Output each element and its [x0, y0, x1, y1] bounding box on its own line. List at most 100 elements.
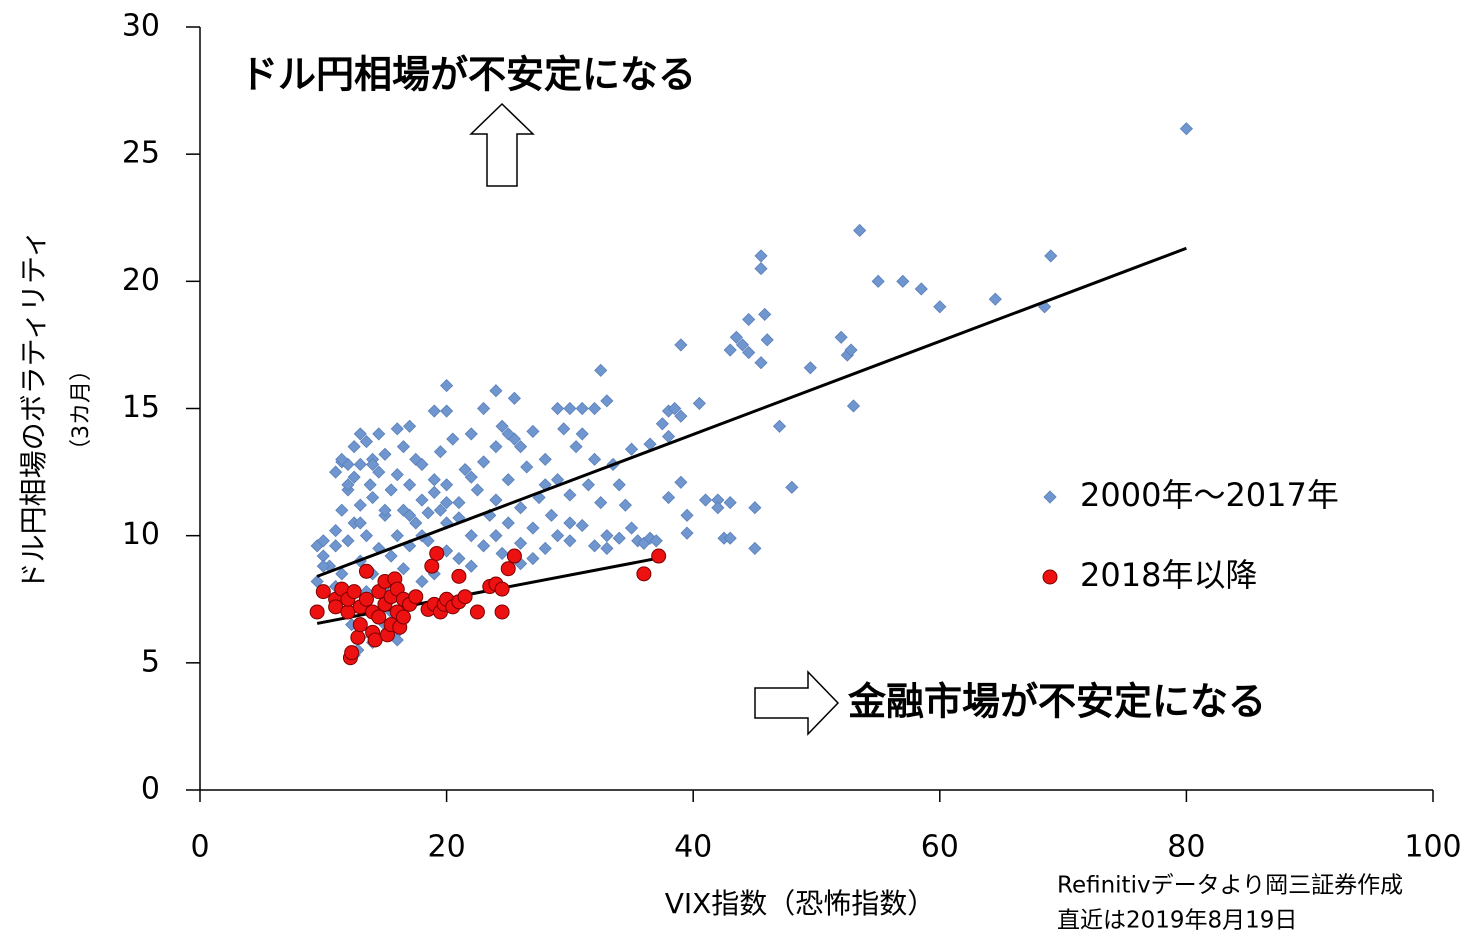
point [692, 396, 706, 410]
point [396, 440, 411, 454]
point [526, 424, 540, 438]
point [538, 452, 552, 466]
source-note: Refinitivデータより岡三証券作成 [1057, 873, 1403, 899]
point [350, 629, 366, 645]
point [494, 604, 510, 620]
point [415, 457, 429, 472]
legend-marker [1043, 490, 1057, 504]
point [587, 452, 602, 466]
point [451, 568, 467, 584]
point [563, 534, 577, 548]
point [464, 559, 478, 573]
point [834, 330, 848, 344]
point [501, 473, 515, 487]
x-tick-label: 40 [674, 830, 712, 865]
point [758, 307, 772, 321]
point [506, 548, 522, 564]
point [514, 536, 528, 550]
point [427, 473, 441, 487]
point [316, 559, 330, 573]
point [674, 475, 688, 489]
point [390, 468, 404, 482]
point [680, 526, 694, 540]
point [495, 419, 509, 433]
point [674, 338, 688, 352]
point [651, 548, 667, 564]
legend-marker [1042, 569, 1058, 585]
point [359, 529, 374, 543]
point [353, 457, 367, 472]
y-axis-label: （3カ月） [69, 359, 94, 461]
point [464, 470, 478, 484]
point [427, 485, 441, 499]
point [501, 516, 515, 530]
point [366, 490, 380, 505]
point [760, 333, 774, 347]
point [409, 516, 423, 530]
point [500, 561, 516, 577]
point [495, 546, 509, 561]
point [551, 401, 565, 416]
point [446, 432, 460, 446]
point [384, 483, 398, 497]
source-note: 直近は2019年8月19日 [1057, 908, 1297, 934]
point [395, 609, 411, 625]
point [464, 427, 478, 441]
legend-label: 2018年以降 [1080, 556, 1257, 594]
point [452, 496, 466, 510]
point [723, 496, 737, 510]
point [390, 422, 404, 436]
point [594, 363, 608, 377]
point [341, 534, 355, 548]
point [754, 249, 768, 263]
point [735, 338, 750, 352]
point [344, 645, 360, 661]
trend-line [316, 246, 1187, 578]
point [372, 465, 386, 479]
point [785, 480, 799, 494]
y-tick-label: 15 [122, 390, 160, 425]
point [384, 549, 398, 563]
point [477, 455, 491, 469]
point [581, 478, 595, 492]
point [600, 541, 614, 555]
point [698, 493, 713, 507]
point [575, 401, 589, 416]
point [358, 591, 374, 607]
point [853, 223, 867, 238]
point [514, 501, 528, 515]
point [452, 551, 466, 566]
point [489, 529, 503, 543]
x-axis-label: VIX指数（恐怖指数） [665, 887, 936, 920]
x-tick-label: 80 [1167, 830, 1205, 865]
point [618, 498, 632, 512]
point [896, 274, 910, 288]
point [335, 452, 349, 466]
point [440, 404, 454, 418]
point [335, 503, 349, 517]
point [575, 427, 589, 441]
point [329, 539, 343, 553]
point [526, 521, 540, 535]
point [557, 422, 571, 436]
y-tick-label: 10 [122, 517, 160, 552]
point [353, 498, 367, 512]
point [649, 534, 663, 548]
point [371, 609, 387, 625]
point [914, 282, 928, 296]
point [575, 518, 589, 533]
point [403, 508, 417, 522]
point [668, 401, 682, 416]
point [415, 493, 429, 507]
point [514, 440, 528, 454]
point [464, 529, 478, 543]
point [612, 531, 626, 545]
point [347, 470, 361, 484]
point [563, 516, 577, 530]
point [477, 401, 491, 416]
point [507, 391, 521, 405]
point [315, 584, 331, 600]
point [501, 427, 515, 441]
x-tick-label: 100 [1404, 830, 1461, 865]
